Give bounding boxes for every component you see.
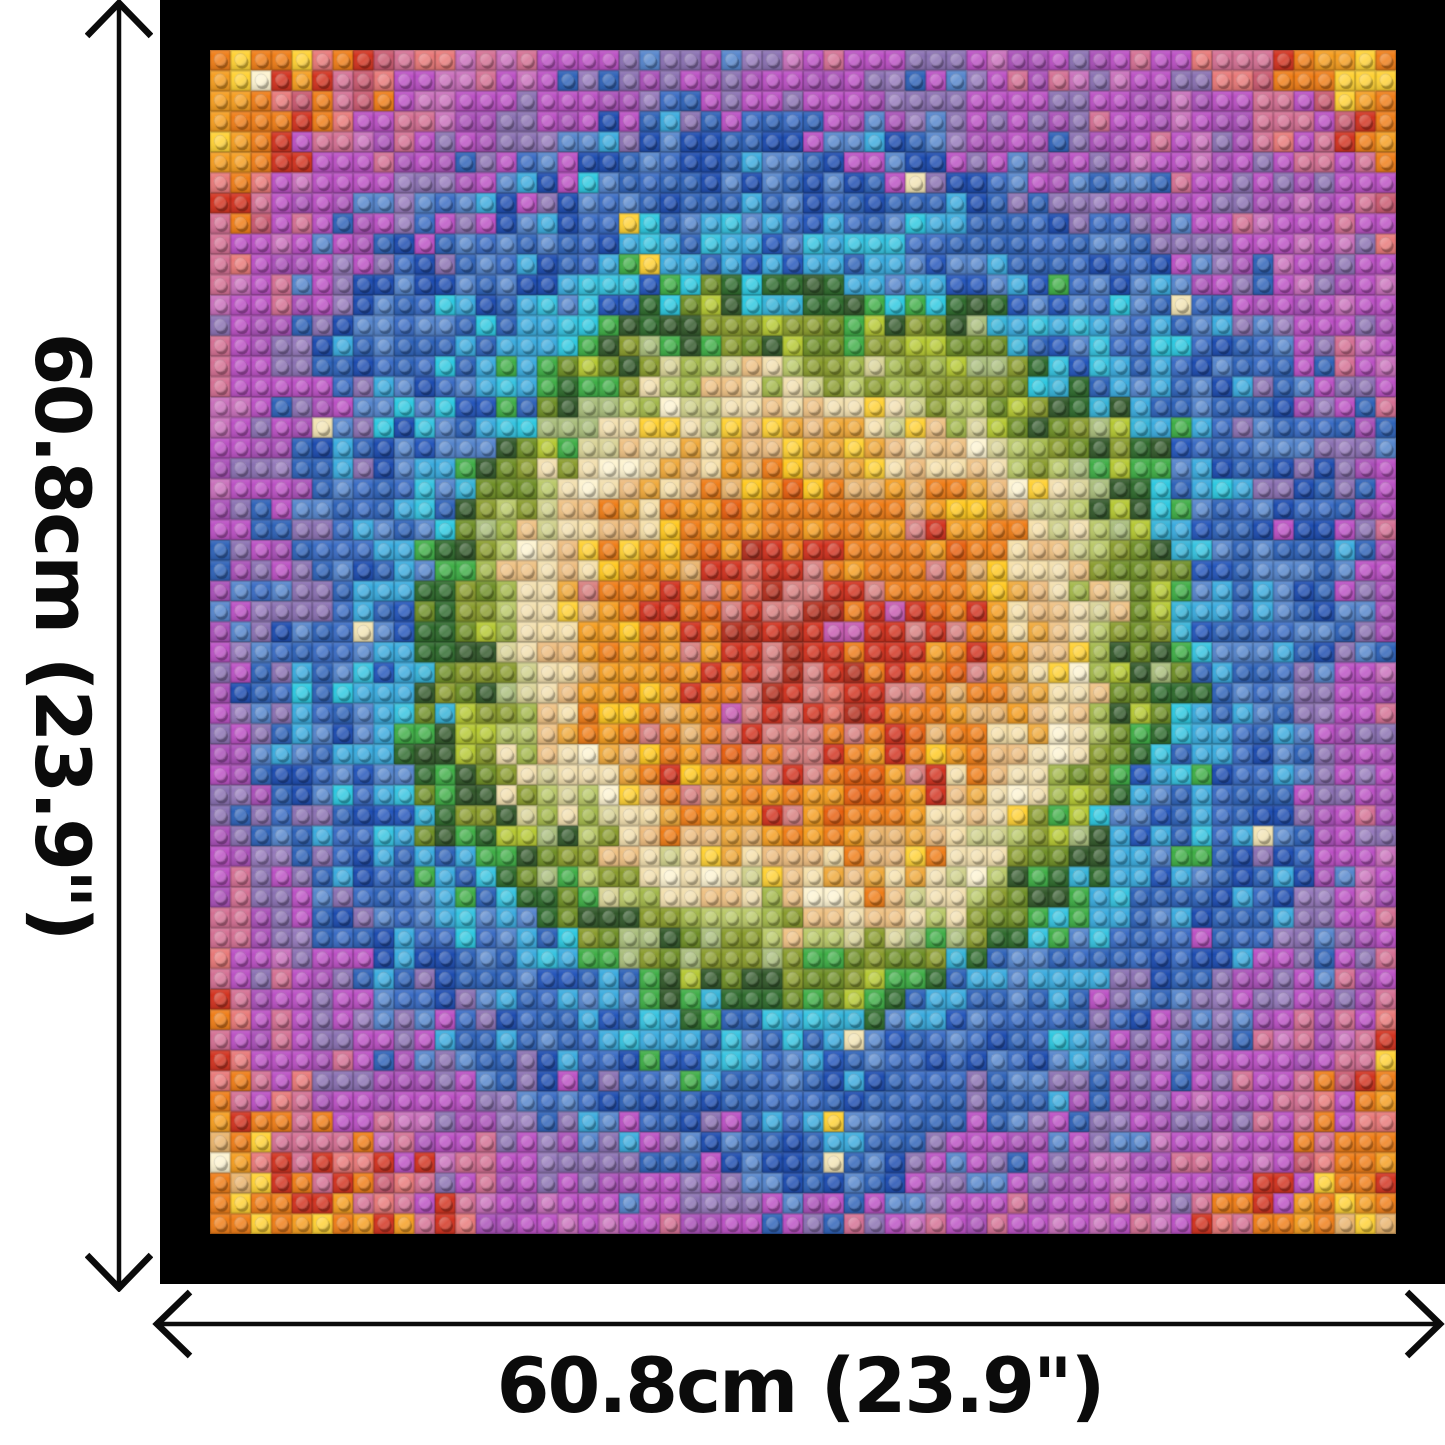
height-dimension-label: 60.8cm (23.9") [18,332,107,940]
arrow-down-icon [85,1252,153,1292]
arrow-right-icon [1404,1289,1445,1359]
width-dimension-label: 60.8cm (23.9") [496,1341,1106,1430]
width-dimension-arrow [152,1289,1445,1359]
arrow-up-icon [85,0,153,39]
arrow-left-icon [152,1289,193,1359]
picture-frame [160,0,1445,1284]
brick-mosaic-canvas [210,50,1396,1234]
height-dimension-arrow [85,0,153,1292]
